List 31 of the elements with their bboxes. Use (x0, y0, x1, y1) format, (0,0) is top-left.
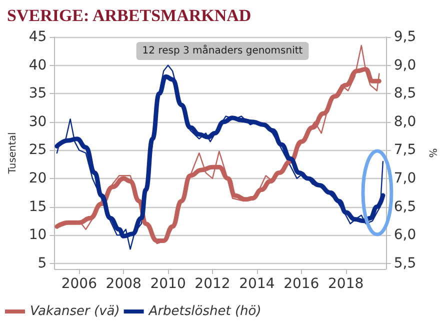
y2-tick-label: 8,5 (394, 86, 416, 102)
legend-label: Vakanser (vä) (30, 304, 120, 319)
y2-tick-label: 6,0 (394, 227, 416, 244)
y2-tick-label: 7,5 (394, 142, 416, 158)
y-axis-title: Tusental (8, 132, 18, 175)
y2-axis-title: % (426, 148, 438, 158)
y2-tick-label: 9,0 (394, 57, 416, 74)
chart-title: SVERIGE: ARBETSMARKNAD (7, 6, 252, 25)
y2-tick-label: 7,0 (394, 170, 416, 186)
y-tick-label: 25 (28, 142, 47, 158)
legend-label: Arbetslöshet (hö) (148, 304, 262, 319)
annotation: 12 resp 3 månaders genomsnitt (142, 44, 303, 56)
y-tick-label: 45 (28, 29, 47, 45)
x-tick-label: 2016 (284, 276, 320, 292)
x-tick-label: 2006 (61, 276, 98, 292)
y-tick-label: 5 (38, 255, 47, 272)
y2-tick-label: 8,0 (394, 114, 416, 130)
y-tick-label: 15 (28, 198, 47, 215)
y-tick-label: 35 (28, 86, 47, 102)
y-tick-label: 10 (28, 227, 47, 244)
x-tick-label: 2018 (328, 276, 364, 292)
x-tick-label: 2014 (239, 276, 275, 292)
y-tick-label: 40 (28, 57, 47, 74)
y-tick-label: 30 (28, 114, 47, 130)
y-tick-label: 20 (28, 170, 47, 186)
y2-tick-label: 6,5 (394, 198, 416, 215)
x-tick-label: 2010 (150, 276, 186, 292)
y2-tick-label: 9,5 (394, 29, 416, 45)
x-tick-label: 2008 (106, 276, 142, 292)
y2-tick-label: 5,5 (394, 255, 416, 272)
x-tick-label: 2012 (194, 276, 230, 292)
